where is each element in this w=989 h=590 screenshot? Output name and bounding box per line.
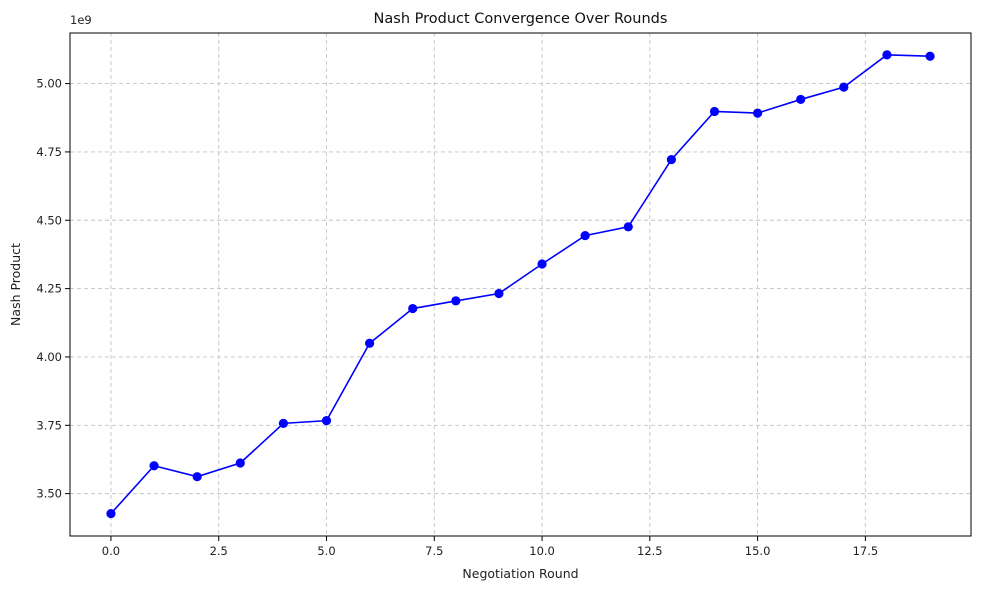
data-point [192,472,202,482]
data-point [494,288,504,299]
x-tick-label: 15.0 [745,544,771,558]
x-tick-label: 10.0 [529,544,555,558]
data-point [753,108,763,118]
y-tick-label: 4.75 [36,145,62,159]
y-tick-label: 5.00 [36,77,62,91]
data-point [408,303,418,314]
data-point [149,461,159,471]
y-tick-label: 4.25 [36,282,62,296]
data-point [623,222,633,232]
chart-title: Nash Product Convergence Over Rounds [374,11,668,27]
grid-lines [70,33,971,536]
x-axis-label: Negotiation Round [462,566,578,581]
x-tick-label: 17.5 [853,544,879,558]
y-tick-label: 4.50 [36,213,62,227]
data-point [839,82,849,92]
data-point [666,154,676,165]
series-line-group [106,50,935,519]
series-line [110,54,931,515]
data-point [278,418,288,428]
y-axis-label: Nash Product [8,243,23,326]
x-tick-label: 0.0 [102,544,120,558]
x-tick-label: 2.5 [210,544,228,558]
data-point [796,94,806,105]
y-tick-label: 3.75 [36,418,62,432]
data-point [925,51,935,61]
x-tick-label: 7.5 [425,544,443,558]
y-tick-label: 4.00 [36,350,62,364]
data-point [580,230,590,241]
data-point [451,296,461,306]
data-point [882,50,892,60]
x-tick-label: 5.0 [317,544,335,558]
x-tick-label: 12.5 [637,544,663,558]
data-point [106,508,116,519]
data-point [709,106,720,117]
y-axis-offset-label: 1e9 [70,13,92,27]
data-point [235,458,245,468]
data-point [537,259,547,269]
axis-ticks: 0.0 2.5 5.0 7.5 10.0 12.5 15.0 17.5 3.50 3.75 4.00… [36,77,878,558]
data-point [321,416,332,426]
y-tick-label: 3.50 [36,487,62,501]
data-point [365,338,375,348]
plot-frame [69,32,972,537]
